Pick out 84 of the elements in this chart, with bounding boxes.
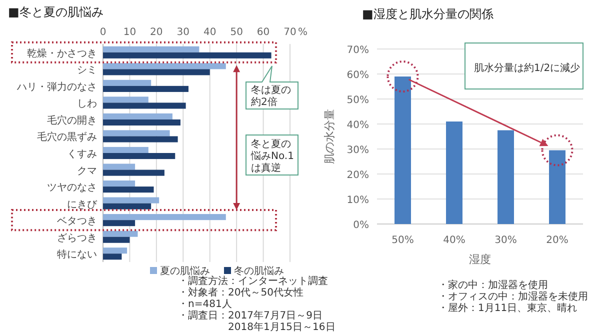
text: ・調査方法：インターネット調査 xyxy=(178,275,328,287)
y-tick-label: 毛穴の黒ずみ xyxy=(37,131,97,144)
bar xyxy=(103,46,200,52)
y-tick-label: クマ xyxy=(77,166,97,177)
bar xyxy=(103,80,152,86)
bar xyxy=(103,254,122,260)
bar xyxy=(103,186,154,193)
bar xyxy=(103,96,148,103)
text: ・対象者：20代～50代女性 xyxy=(178,286,304,298)
y-tick-label: 特にない xyxy=(57,248,97,261)
y-tick-label: 60% xyxy=(346,70,369,81)
bar xyxy=(103,214,226,220)
text: 2018年1月15日～16日 xyxy=(228,321,336,333)
x-tick-label: 20 xyxy=(150,27,163,38)
y-tick-label: 乾燥・かさつき xyxy=(27,47,97,60)
y-tick-label: 70% xyxy=(346,45,369,56)
annotation: 冬と夏の xyxy=(251,138,291,150)
x-tick-label: 40 xyxy=(203,27,216,38)
x-axis-title: 湿度 xyxy=(469,253,491,266)
annotation: 冬は夏の xyxy=(251,84,291,96)
y-tick-label: にきび xyxy=(67,199,98,210)
y-tick-label: ツヤのなさ xyxy=(47,182,97,194)
y-tick-label: ざらつき xyxy=(57,232,97,244)
bar xyxy=(103,180,136,187)
bar xyxy=(103,102,186,109)
bar xyxy=(103,236,130,243)
text: ・オフィスの中：加湿器を未使用 xyxy=(438,290,588,302)
x-tick-label: 40% xyxy=(443,235,466,246)
bar xyxy=(103,119,180,126)
x-tick-label: 60 xyxy=(256,27,270,38)
bar xyxy=(103,248,128,254)
y-tick-label: くすみ xyxy=(67,149,97,160)
y-tick-label: 30% xyxy=(346,145,369,156)
y-tick-label: 40% xyxy=(346,120,369,131)
bar xyxy=(103,230,138,237)
annotation: 肌水分量は約1/2に減少 xyxy=(474,62,580,74)
bar xyxy=(103,146,148,153)
x-tick-label: 0 xyxy=(100,27,106,38)
chart-title: ■湿度と肌水分量の関係 xyxy=(362,7,494,21)
text: ・屋外：1月11日、東京、晴れ xyxy=(438,302,578,314)
y-tick-label: 0% xyxy=(353,220,369,231)
legend-label: 冬の肌悩み xyxy=(234,265,284,277)
x-tick-label: 30% xyxy=(494,235,517,246)
bar xyxy=(103,113,172,120)
y-tick-label: ベタつき xyxy=(57,216,97,228)
chart-title: ■冬と夏の肌悩み xyxy=(8,5,104,19)
y-tick-label: 毛穴の開き xyxy=(47,114,97,126)
annotation: 約2倍 xyxy=(251,96,278,108)
bar xyxy=(103,220,136,226)
bar xyxy=(103,63,226,70)
bar xyxy=(394,76,411,224)
x-tick-label: 50 xyxy=(230,27,243,38)
bar xyxy=(103,164,136,170)
bar xyxy=(549,150,566,224)
text: ・n=481人 xyxy=(178,299,232,310)
y-tick-label: 10% xyxy=(346,195,369,206)
x-tick-label: 20% xyxy=(546,235,568,246)
x-tick-label: 10 xyxy=(123,27,136,38)
bar xyxy=(498,130,514,224)
y-tick-label: しわ xyxy=(77,98,97,110)
bar xyxy=(103,170,164,176)
legend-label: 夏の肌悩み xyxy=(160,265,210,277)
bar xyxy=(103,86,188,92)
bar xyxy=(103,136,178,142)
bar xyxy=(103,203,152,210)
bar xyxy=(103,197,160,204)
annotation: 悩みNo.1 xyxy=(250,150,294,162)
y-tick-label: シミ xyxy=(77,65,97,76)
text: ・家の中：加湿器を使用 xyxy=(438,279,548,291)
x-axis-title: % xyxy=(298,27,308,38)
y-tick-label: 50% xyxy=(346,95,369,106)
bar xyxy=(103,69,210,76)
annotation: は真逆 xyxy=(251,162,281,174)
y-tick-label: ハリ・弾力のなさ xyxy=(16,80,97,93)
x-tick-label: 30 xyxy=(176,27,190,38)
bar xyxy=(103,153,176,160)
bar xyxy=(103,130,170,136)
y-tick-label: 20% xyxy=(346,170,369,181)
text: ・調査日：2017年7月7日～9日 xyxy=(178,310,323,322)
bar xyxy=(446,122,462,224)
bar xyxy=(103,52,272,58)
y-axis-title: 肌の水分量 xyxy=(323,109,336,164)
x-tick-label: 50% xyxy=(392,235,414,246)
x-tick-label: 70 xyxy=(284,27,296,38)
